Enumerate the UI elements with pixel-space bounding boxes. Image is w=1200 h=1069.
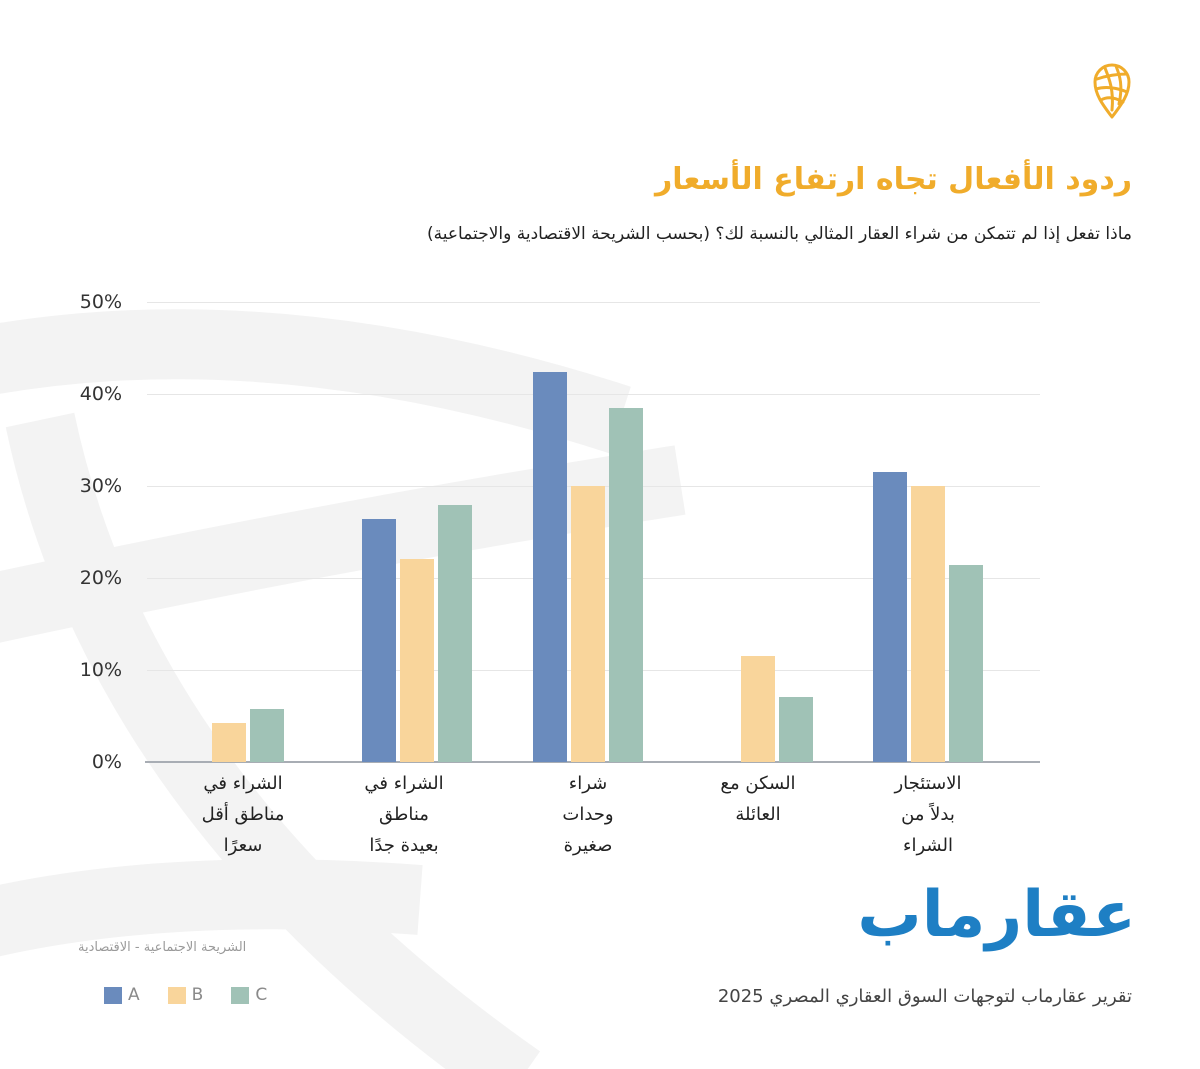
bar-b-1 (400, 558, 434, 762)
legend-swatch-c (231, 986, 250, 1004)
legend-label-a: A (128, 985, 140, 1005)
legend-swatch-a (104, 986, 122, 1004)
legend-title: الشريحة الاجتماعية - الاقتصادية (78, 940, 247, 955)
y-tick-label: 0% (91, 751, 122, 773)
bar-b-4 (911, 486, 945, 762)
y-tick-label: 50% (79, 291, 122, 313)
map-pin-globe-icon (1093, 63, 1131, 119)
bar-c-4 (949, 565, 983, 762)
brand-logo-text: عقارماب (857, 878, 1138, 952)
bar-c-1 (438, 505, 472, 762)
bar-a-4 (873, 472, 907, 762)
bar-b-0 (212, 723, 246, 762)
y-tick-label: 30% (79, 475, 122, 497)
chart-subtitle: ماذا تفعل إذا لم تتمكن من شراء العقار ال… (427, 224, 1132, 244)
x-category-label: السكن مع العائلة (720, 773, 796, 825)
y-tick-label: 40% (79, 383, 122, 405)
gridline (147, 302, 1040, 303)
legend-item-b: B (167, 985, 204, 1005)
legend-label-c: C (255, 985, 268, 1005)
gridline (147, 394, 1040, 395)
bar-a-1 (362, 519, 396, 762)
legend-item-a: A (104, 985, 140, 1005)
bar-c-3 (779, 696, 813, 762)
report-title: تقرير عقارماب لتوجهات السوق العقاري المص… (717, 986, 1132, 1007)
y-tick-label: 20% (79, 567, 122, 589)
bar-c-0 (250, 708, 284, 762)
x-category-label: شراء وحدات صغيرة (562, 773, 614, 856)
chart-legend: A B C (104, 985, 267, 1005)
y-tick-label: 10% (79, 659, 122, 681)
x-axis-line (145, 761, 1040, 763)
bar-c-2 (609, 407, 643, 762)
bar-a-2 (533, 371, 567, 762)
bar-b-2 (571, 486, 605, 762)
x-category-label: الشراء في مناطق بعيدة جدًا (364, 773, 444, 856)
chart-title: ردود الأفعال تجاه ارتفاع الأسعار (655, 162, 1132, 197)
x-category-label: الاستئجار بدلاً من الشراء (894, 773, 962, 856)
legend-swatch-b (167, 986, 186, 1004)
bar-b-3 (741, 656, 775, 762)
x-category-label: الشراء في مناطق أقل سعرًا (201, 773, 285, 856)
legend-label-b: B (191, 985, 204, 1005)
legend-item-c: C (231, 985, 267, 1005)
